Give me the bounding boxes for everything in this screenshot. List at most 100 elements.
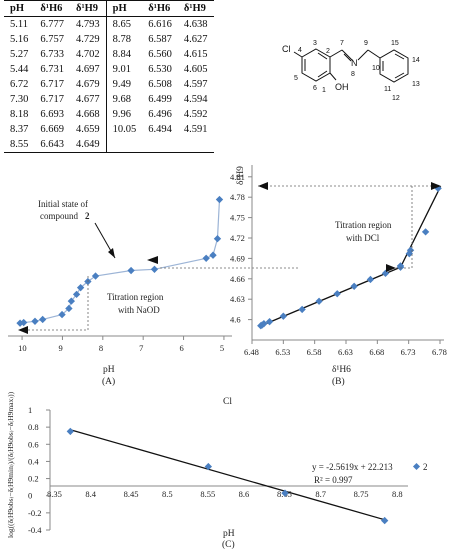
table-cell: 6.717 — [40, 94, 64, 105]
atom-number: 15 — [391, 40, 399, 47]
table-cell: 8.55 — [4, 137, 35, 153]
chart-c-point — [204, 462, 213, 471]
chart-a-point — [202, 254, 210, 262]
table-cell: 4.793 — [76, 19, 100, 30]
chart-b-point — [421, 228, 430, 236]
c9-c10-bond — [367, 49, 381, 59]
chart-c-tick-label: 0.4 — [28, 456, 39, 466]
oh-bond — [329, 72, 337, 81]
atom-number: 5 — [294, 75, 298, 82]
table-cell: 8.84 — [105, 47, 143, 62]
legend-marker — [412, 462, 421, 471]
chart-b-ylabel: δ¹H9 — [236, 166, 246, 185]
table-cell: 4.615 — [183, 49, 208, 60]
table-row: 5.44 6.731 4.697 9.01 6.530 4.605 — [4, 62, 214, 77]
chart-c: Cl 8.358.48.458.58.558.68.658.78.758.8-0… — [6, 391, 428, 550]
chart-c-tick-label: 8.7 — [315, 489, 326, 499]
benzyl-double-bond — [394, 72, 405, 79]
annotation-compound-number: 2 — [85, 211, 90, 221]
header-h9-2: δ¹H9 — [177, 0, 214, 17]
table-row: 8.37 6.669 4.659 10.05 6.494 4.591 — [4, 122, 214, 137]
table-cell: 5.27 — [10, 49, 29, 60]
chart-a-tick-label: 5 — [220, 343, 224, 353]
chart-b-tick-label: 6.58 — [307, 347, 322, 357]
chart-a-point — [31, 317, 39, 325]
annotation-compound: compound — [40, 211, 78, 221]
chart-a-xlabel: pH — [103, 365, 115, 375]
table-row: 7.30 6.717 4.677 9.68 6.499 4.594 — [4, 92, 214, 107]
chart-c-r2: R² = 0.997 — [314, 475, 353, 485]
chart-b-tick-label: 4.75 — [230, 213, 245, 223]
table-cell — [105, 137, 143, 153]
header-ph: pH — [4, 0, 35, 17]
chart-b-point — [381, 269, 390, 278]
table-cell: 6.496 — [148, 109, 172, 120]
table-cell — [177, 137, 214, 153]
table-cell: 4.677 — [76, 94, 100, 105]
atom-number: 13 — [412, 81, 420, 88]
chart-b-tick-label: 4.6 — [230, 315, 241, 325]
chart-b-guide — [386, 186, 413, 269]
chart-b-point — [315, 297, 323, 305]
atom-number: 1 — [322, 87, 326, 94]
table-row: 5.16 6.757 4.729 8.78 6.587 4.627 — [4, 32, 214, 47]
table-row: 6.72 6.717 4.679 9.49 6.508 4.597 — [4, 77, 214, 92]
chart-a-caption: (A) — [102, 376, 115, 387]
chart-c-ylabel: log((δ₍H9obs₎−δ₍H9min₎)/(δ₍H9obs₎−δ₍H9ma… — [6, 391, 15, 538]
chart-c-tick-label: 8.55 — [200, 489, 215, 499]
header-h9: δ¹H9 — [70, 0, 107, 17]
table-cell: 6.693 — [40, 109, 64, 120]
chart-b-point — [406, 246, 415, 254]
annotation-region-naod: Titration region — [107, 292, 164, 302]
table-cell: 4.649 — [70, 137, 107, 153]
table-cell: 7.30 — [10, 94, 29, 105]
oh-atom: OH — [335, 82, 349, 92]
table-cell: 9.68 — [105, 92, 143, 107]
atom-number: 14 — [412, 57, 420, 64]
table-cell: 6.757 — [40, 34, 64, 45]
table-row: 5.11 6.777 4.793 8.65 6.616 4.638 — [4, 16, 214, 32]
table-cell: 9.96 — [105, 107, 143, 122]
chart-b-tick-label: 4.69 — [230, 253, 245, 263]
table-cell: 9.01 — [105, 62, 143, 77]
header-h6-2: δ¹H6 — [142, 0, 178, 17]
chart-b-point — [260, 320, 268, 328]
table-cell: 6.530 — [148, 64, 172, 75]
chart-c-tick-label: 0 — [28, 491, 32, 501]
chart-c-xlabel: pH — [223, 529, 235, 539]
chart-b-tick-label: 4.63 — [230, 294, 245, 304]
table-cell: 5.11 — [10, 19, 28, 30]
table-cell: 6.717 — [40, 79, 64, 90]
table-cell: 6.669 — [40, 124, 64, 135]
table-cell: 4.659 — [76, 124, 100, 135]
table-cell: 9.49 — [105, 77, 143, 92]
chart-a-tick-label: 10 — [18, 343, 27, 353]
benzyl-double-bond — [394, 53, 405, 60]
table-cell: 8.37 — [10, 124, 29, 135]
chart-c-tick-label: 8.4 — [85, 489, 96, 499]
chart-a-arrowhead — [108, 248, 115, 258]
chart-c-point — [281, 489, 289, 497]
chart-b: 6.48 6.53 6.58 6.63 6.68 6.73 6.78 4.6 4.63 4.66 4… — [230, 165, 447, 387]
chart-b-point — [396, 262, 405, 270]
chart-b-point — [333, 290, 341, 298]
imine-double-bond — [343, 53, 352, 62]
chart-c-tick-label: -0.4 — [28, 525, 42, 535]
table-cell: 6.733 — [40, 49, 64, 60]
chart-b-tick-label: 6.63 — [338, 347, 353, 357]
table-cell: 8.78 — [105, 32, 143, 47]
table-cell: 6.587 — [148, 34, 172, 45]
table-cell: 6.560 — [148, 49, 172, 60]
chart-c-tick-label: 8.35 — [47, 489, 62, 499]
table-row: 8.18 6.693 4.668 9.96 6.496 4.592 — [4, 107, 214, 122]
chart-c-legend: 2 — [412, 462, 428, 472]
atom-number: 12 — [392, 95, 400, 102]
atom-number: 11 — [384, 86, 391, 93]
ring-double-bond — [317, 70, 328, 78]
chart-c-equation: y = -2.5619x + 22.213 — [312, 462, 393, 472]
n-c9-bond — [357, 49, 369, 61]
cl-bond — [293, 51, 303, 58]
header-ph-2: pH — [105, 0, 143, 17]
chart-a: 10 9 8 7 6 5 Initial state of compound 2 Titr… — [8, 195, 300, 387]
chart-b-tick-label: 4.72 — [230, 233, 245, 243]
